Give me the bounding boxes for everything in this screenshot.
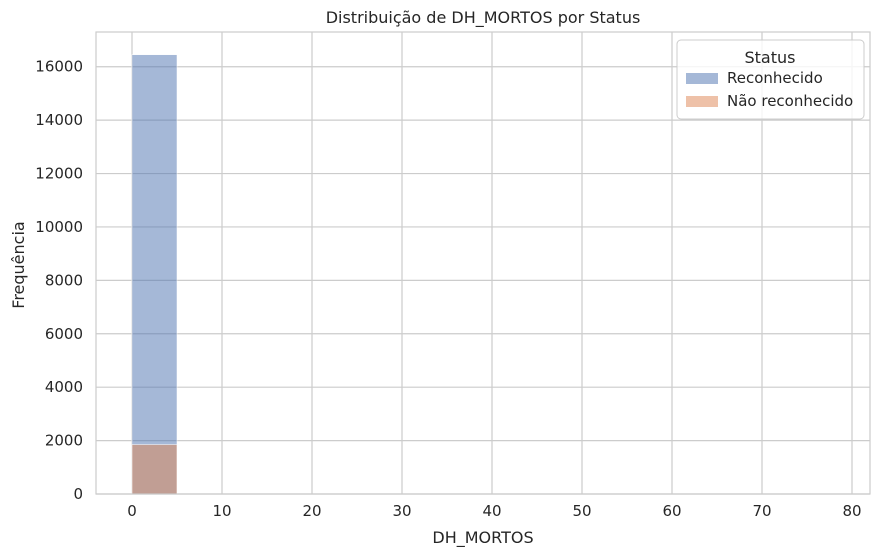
plot-border: [95, 31, 871, 495]
x-tick-label: 10: [212, 502, 231, 520]
x-tick-label: 70: [752, 502, 771, 520]
legend-swatch: [686, 73, 718, 84]
legend-frame: [676, 39, 865, 120]
bars: [131, 54, 178, 495]
x-tick-label: 60: [662, 502, 681, 520]
y-axis-title: Frequência: [9, 221, 28, 308]
y-tick-label: 2000: [45, 432, 83, 450]
x-tick-label: 30: [392, 502, 411, 520]
y-tick-label: 0: [73, 485, 83, 503]
legend-title: Status: [745, 48, 796, 67]
y-tick-label: 16000: [35, 58, 83, 76]
y-tick-label: 10000: [35, 218, 83, 236]
legend: Status Reconhecido Não reconhecido: [676, 39, 865, 120]
legend-label: Não reconhecido: [727, 92, 853, 110]
x-axis-title: DH_MORTOS: [432, 528, 533, 548]
y-ticks: 0 2000 4000 6000 8000 10000 12000 14000 16000: [35, 58, 83, 503]
y-tick-label: 12000: [35, 165, 83, 183]
bar-nao-reconhecido: [131, 444, 178, 495]
bar-reconhecido: [131, 54, 178, 495]
x-tick-label: 50: [572, 502, 591, 520]
x-tick-label: 20: [302, 502, 321, 520]
y-tick-label: 6000: [45, 325, 83, 343]
x-tick-label: 0: [127, 502, 137, 520]
plot-frame: [95, 31, 871, 495]
legend-label: Reconhecido: [727, 69, 823, 87]
chart-title: Distribuição de DH_MORTOS por Status: [326, 8, 641, 28]
y-tick-label: 14000: [35, 111, 83, 129]
y-tick-label: 8000: [45, 271, 83, 289]
y-tick-label: 4000: [45, 378, 83, 396]
x-tick-label: 40: [482, 502, 501, 520]
x-tick-label: 80: [842, 502, 861, 520]
legend-swatch: [686, 96, 718, 107]
x-ticks: 0 10 20 30 40 50 60 70 80: [127, 502, 861, 520]
